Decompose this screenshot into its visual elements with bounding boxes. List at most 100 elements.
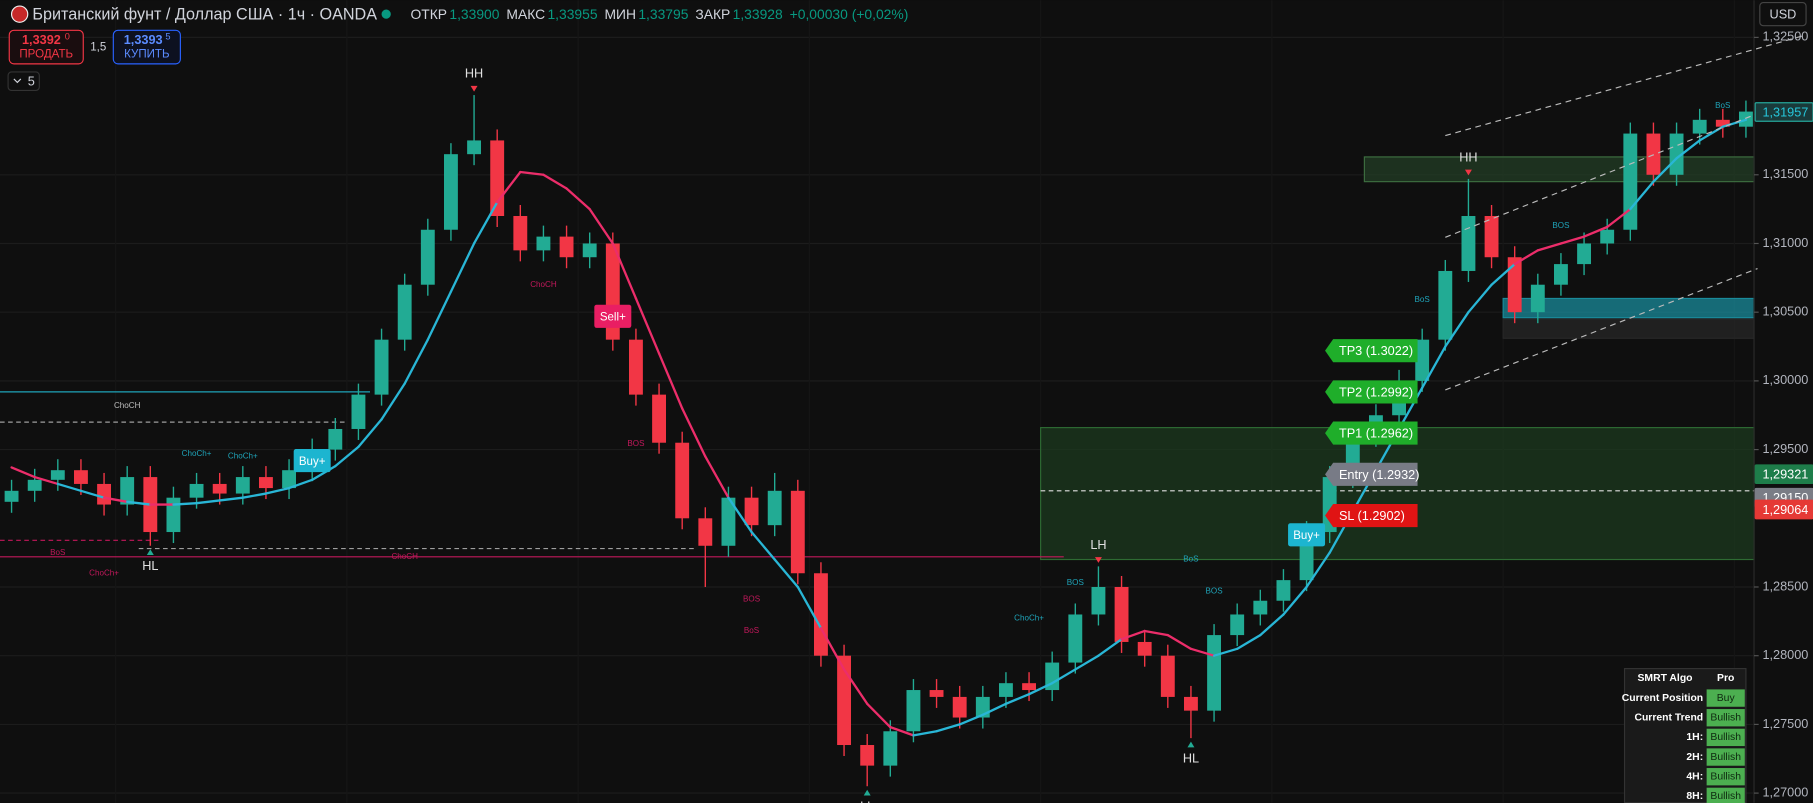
trail-segment	[819, 627, 846, 671]
ohlc-value: 1,33795	[638, 6, 688, 22]
candle-body	[675, 442, 690, 519]
candle-body	[1253, 600, 1268, 615]
level-badge	[1325, 421, 1418, 445]
candle-body	[97, 483, 111, 505]
trail-segment	[1097, 638, 1123, 657]
candle-body	[860, 745, 875, 766]
candle-body	[374, 339, 389, 395]
candle-body	[1091, 586, 1106, 615]
trail-segment	[773, 558, 799, 589]
trail-segment	[1166, 633, 1193, 650]
buy-button[interactable]	[112, 29, 181, 65]
y-tick-label: 1,30000	[1762, 372, 1808, 387]
ohlc-key: ОТКР	[410, 6, 447, 22]
trail-segment	[380, 382, 406, 421]
ohlc-change: +0,00030 (+0,02%)	[790, 6, 909, 22]
candle-body	[444, 154, 458, 230]
trail-segment	[195, 499, 221, 505]
table-cell-value: Bullish	[1710, 771, 1741, 782]
trail-segment	[449, 242, 476, 293]
sell-button[interactable]	[8, 29, 84, 65]
signal-label: Buy+	[1293, 530, 1320, 542]
trail-segment	[496, 170, 522, 204]
table-cell-value: Bullish	[1710, 752, 1741, 763]
sell-label: ПРОДАТЬ	[19, 49, 73, 61]
structure-event: ChoCH	[391, 552, 418, 561]
level-badge	[1325, 339, 1418, 363]
y-tick-label: 1,31500	[1762, 166, 1808, 181]
structure-label: HH	[465, 66, 483, 81]
candle-body	[814, 573, 828, 656]
candle-body	[490, 140, 505, 217]
level-label: SL (1.2902)	[1339, 508, 1405, 523]
pivot-marker	[1464, 169, 1472, 176]
trail-segment	[1189, 647, 1216, 657]
level-badge	[1325, 462, 1418, 486]
candle-body	[929, 690, 944, 697]
indicator-toggle[interactable]	[7, 71, 40, 92]
structure-event: ChoCh+	[228, 452, 258, 461]
level-label: TP3 (1.3022)	[1339, 343, 1413, 358]
candle-body	[1415, 339, 1430, 381]
candle-body	[1184, 696, 1198, 711]
structure-event: BOS	[1067, 578, 1085, 587]
trail-segment	[588, 207, 614, 245]
table-cell-label: Current Trend	[1634, 712, 1703, 723]
candle-body	[27, 479, 42, 491]
ohlc-key: ЗАКР	[695, 6, 730, 22]
indicator-count: 5	[28, 74, 35, 89]
trail-segment	[634, 297, 661, 355]
trail-segment	[611, 242, 638, 300]
candle-body	[999, 683, 1013, 697]
trail-segment	[935, 723, 961, 733]
candle-body	[420, 229, 435, 285]
candle-body	[1715, 119, 1730, 127]
table-cell-value: Bullish	[1710, 732, 1741, 743]
trail-segment	[1212, 647, 1239, 657]
structure-event: ChoCH	[530, 280, 557, 289]
symbol-title: Британский фунт / Доллар США · 1ч · OAND…	[32, 6, 377, 24]
structure-event: BOS	[1552, 221, 1570, 230]
spread: 1,5	[90, 42, 106, 54]
structure-label: LH	[1090, 537, 1106, 552]
candle-body	[1438, 270, 1453, 340]
candle-body	[212, 483, 227, 494]
trail-segment	[565, 187, 591, 211]
trail-segment	[10, 466, 36, 479]
candle-body	[1068, 614, 1083, 663]
trail-segment	[1143, 629, 1169, 637]
candle-body	[4, 490, 19, 502]
trail-segment	[218, 496, 244, 502]
trail-segment	[866, 702, 892, 729]
table-cell-bg	[1706, 748, 1745, 766]
trail-segment	[1421, 345, 1447, 389]
currency-button[interactable]	[1759, 2, 1807, 27]
candle-body	[582, 243, 597, 258]
buy-price-sup: 5	[165, 32, 170, 42]
trail-segment	[958, 713, 984, 726]
trail-segment	[264, 486, 291, 495]
trail-segment	[1444, 311, 1470, 348]
level-label: Entry (1.2932)	[1339, 467, 1420, 482]
symbol-icon	[10, 5, 29, 23]
structure-event: ChoCh+	[89, 568, 119, 577]
candle-body	[883, 731, 898, 766]
y-tick-label: 1,29500	[1762, 441, 1808, 456]
table-cell-bg	[1706, 728, 1745, 747]
trail-segment	[1282, 585, 1308, 616]
structure-event: BOS	[743, 595, 761, 604]
trail-segment	[1236, 633, 1262, 650]
table-cell-label: 1H:	[1686, 732, 1703, 743]
table-cell-label: 4H:	[1686, 771, 1703, 782]
candle-body	[952, 696, 967, 718]
trail-segment	[842, 668, 869, 705]
sell-price-sup: 0	[65, 32, 70, 42]
trail-segment	[750, 530, 776, 561]
y-tick-label: 1,30500	[1762, 304, 1808, 319]
candle-body	[536, 236, 551, 251]
overlay: 1,32500 1,31500 1,31000 1,30500 1,30000 1,295…	[7, 2, 1813, 803]
plot-area: ChoCH ChoCh+ ChoCh+ BoS ChoCh+ ChoCH ChoCH BOS B…	[0, 36, 1758, 803]
candle-body	[166, 497, 181, 533]
